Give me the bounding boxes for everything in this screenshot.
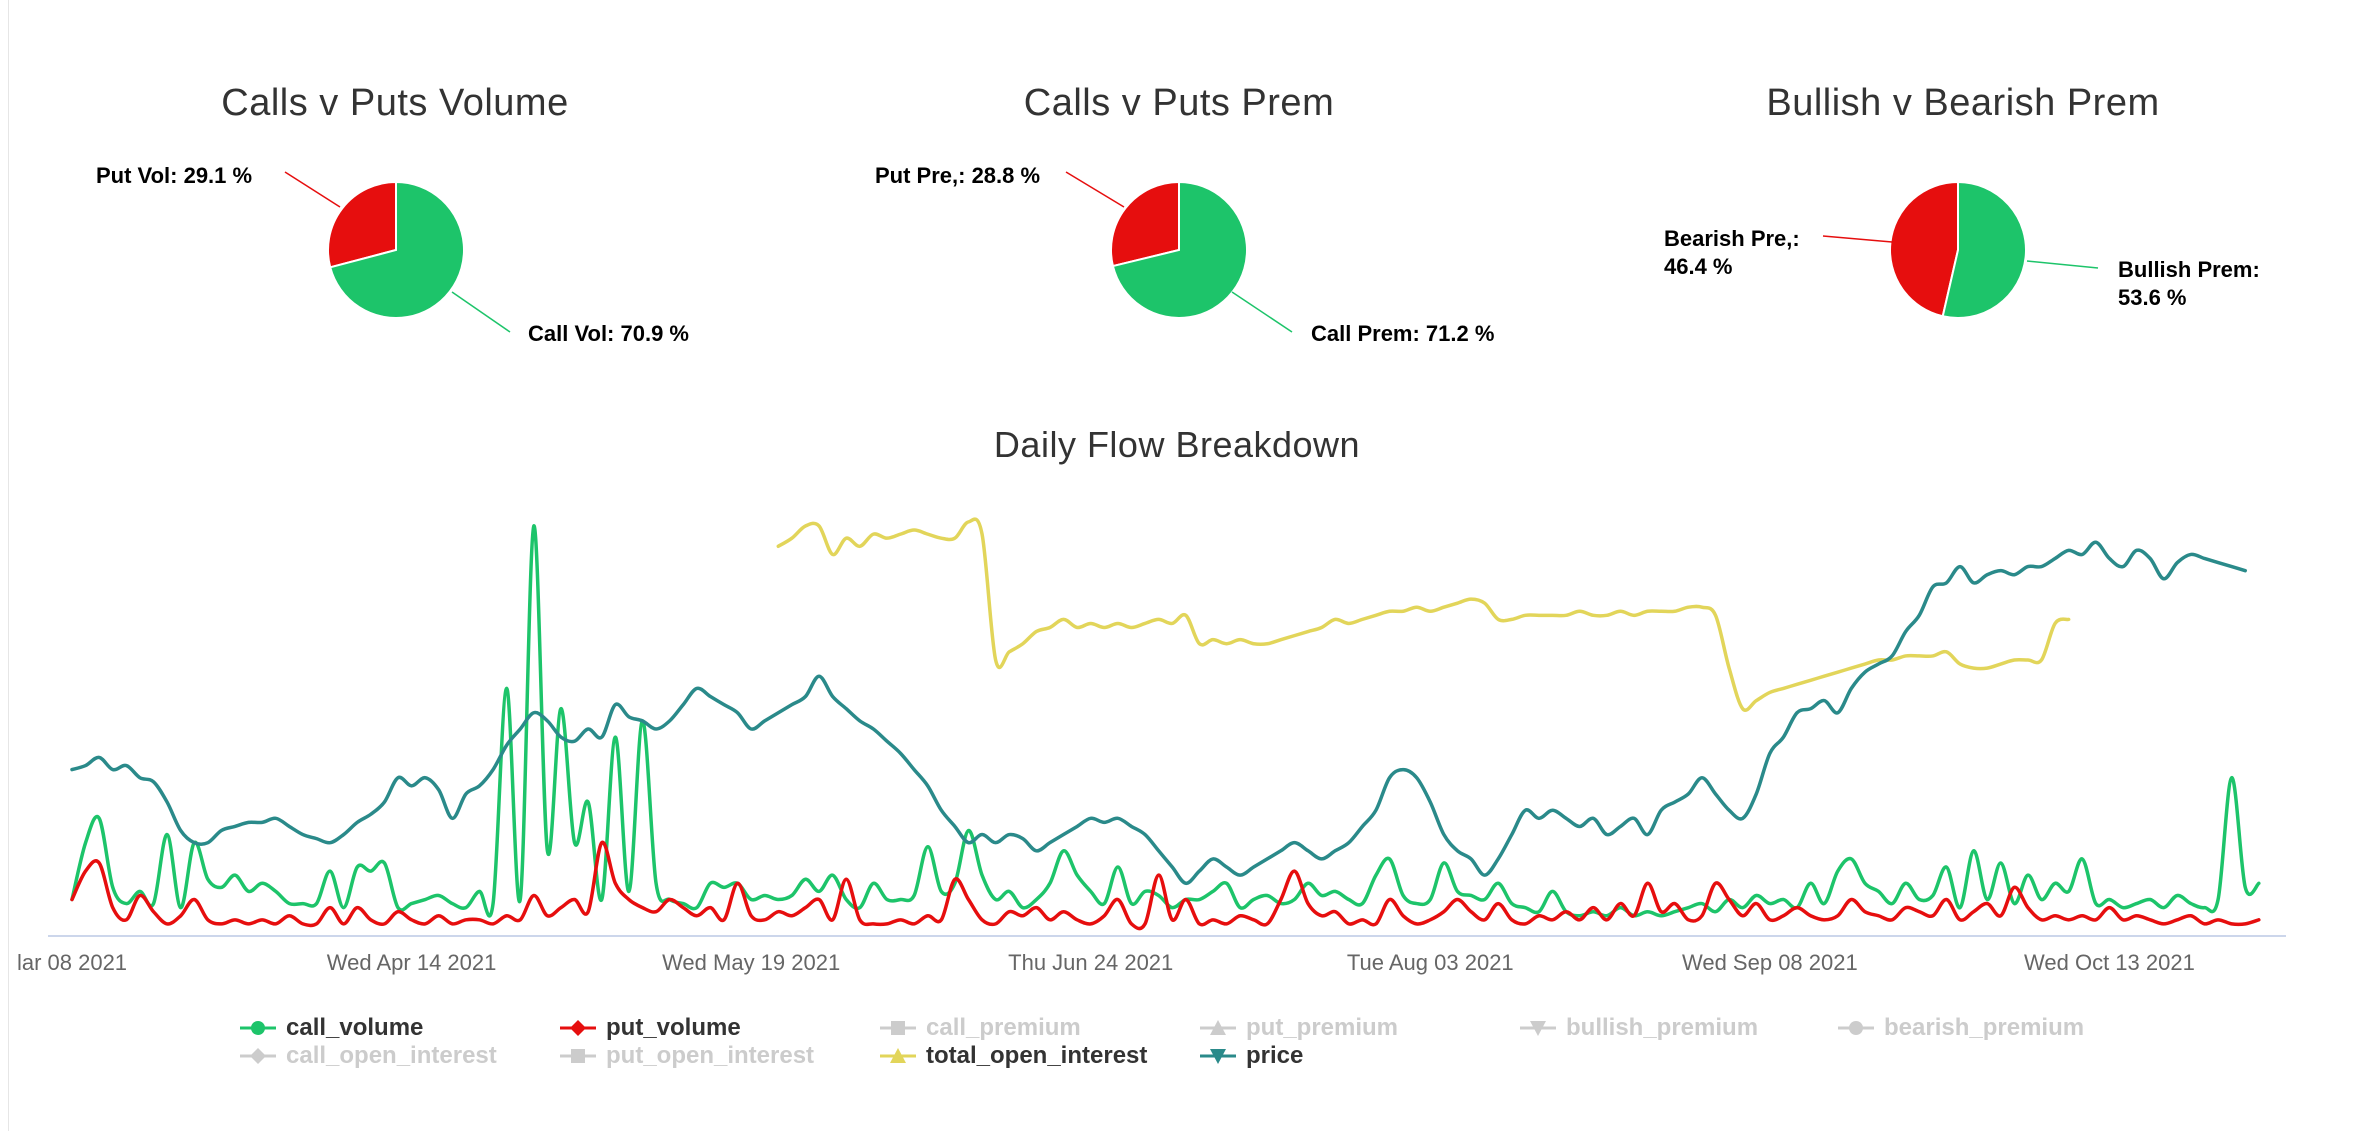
chart-legend: call_volume put_volume call_premium put_pre… (0, 1014, 2354, 1074)
pie-title: Bullish v Bearish Prem (1766, 82, 2160, 124)
pie-label-put: Put Vol: 29.1 % (96, 163, 253, 188)
chart-left-border (0, 0, 9, 1131)
pie-connector-line (2026, 260, 2099, 269)
series-line-put-volume[interactable] (70, 840, 2261, 931)
pie-svg (284, 171, 511, 333)
x-tick-label: Thu Jun 24 2021 (1008, 950, 1173, 975)
bullish-bearish-premium-pie: Bullish v Bearish Prem Bearish Pre,: 46.… (1568, 0, 2354, 380)
triangle-down-marker-icon (1200, 1049, 1236, 1064)
legend-item-price[interactable]: price (1200, 1042, 1303, 1070)
pie-slice-bullish-prem[interactable] (1941, 180, 2027, 319)
pie-connector-line (1065, 171, 1125, 208)
legend-label: total_open_interest (926, 1042, 1148, 1069)
x-tick-label: lar 08 2021 (17, 950, 127, 975)
series-line-total-open-interest[interactable] (776, 517, 2071, 712)
pie-label-bearish: Bearish Pre,: 46.4 % (1664, 226, 1800, 279)
legend-label: call_volume (286, 1014, 424, 1041)
pie-title: Calls v Puts Volume (221, 82, 569, 124)
legend-label: bearish_premium (1884, 1014, 2085, 1041)
pie-connector-line (1231, 291, 1293, 333)
diamond-marker-icon (560, 1020, 596, 1036)
pie-label-bullish: Bullish Prem: 53.6 % (2118, 257, 2260, 310)
triangle-marker-icon (880, 1048, 916, 1063)
x-tick-label: Wed May 19 2021 (662, 950, 840, 975)
legend-label: put_volume (606, 1014, 741, 1041)
legend-label: put_premium (1246, 1014, 1399, 1041)
diamond-marker-icon (240, 1048, 276, 1064)
circle-marker-icon (1838, 1021, 1874, 1035)
pie-connector-line (284, 171, 341, 208)
pie-label-call: Call Prem: 71.2 % (1311, 321, 1495, 346)
legend-label: bullish_premium (1566, 1014, 1759, 1041)
legend-item-put-open-interest[interactable]: put_open_interest (560, 1042, 814, 1070)
triangle-marker-icon (1200, 1020, 1236, 1035)
pie-title: Calls v Puts Prem (1023, 82, 1335, 124)
legend-item-call-premium[interactable]: call_premium (880, 1014, 1081, 1042)
triangle-down-marker-icon (1520, 1021, 1556, 1036)
legend-item-put-volume[interactable]: put_volume (560, 1014, 741, 1042)
flow-line-chart: lar 08 2021 Wed Apr 14 2021 Wed May 19 202… (17, 517, 2286, 975)
square-marker-icon (880, 1021, 916, 1035)
x-tick-label: Wed Sep 08 2021 (1682, 950, 1858, 975)
square-marker-icon (560, 1049, 596, 1063)
pie-slice-put-pre-[interactable] (1110, 180, 1180, 268)
legend-label: call_premium (926, 1014, 1081, 1041)
pie-slice-put-vol[interactable] (327, 180, 397, 269)
legend-item-call-open-interest[interactable]: call_open_interest (240, 1042, 497, 1070)
legend-label: call_open_interest (286, 1042, 497, 1069)
pie-connector-line (1822, 235, 1893, 243)
calls-puts-volume-pie: Calls v Puts Volume Put Vol: 29.1 % Call… (0, 0, 790, 380)
legend-item-total-open-interest[interactable]: total_open_interest (880, 1042, 1147, 1070)
x-tick-label: Wed Oct 13 2021 (2024, 950, 2195, 975)
legend-item-call-volume[interactable]: call_volume (240, 1014, 423, 1042)
calls-puts-premium-pie: Calls v Puts Prem Put Pre,: 28.8 % Call … (784, 0, 1574, 380)
pie-svg (1065, 171, 1293, 333)
pie-svg (1822, 180, 2099, 319)
legend-label: price (1246, 1042, 1304, 1069)
pie-label-put: Put Pre,: 28.8 % (875, 163, 1041, 188)
series-line-price[interactable] (70, 540, 2247, 886)
legend-item-bearish-premium[interactable]: bearish_premium (1838, 1014, 2084, 1042)
legend-label: put_open_interest (606, 1042, 815, 1069)
x-tick-label: Tue Aug 03 2021 (1347, 950, 1514, 975)
circle-marker-icon (240, 1021, 276, 1035)
pie-connector-line (451, 291, 511, 333)
pie-label-call: Call Vol: 70.9 % (528, 321, 689, 346)
legend-item-bullish-premium[interactable]: bullish_premium (1520, 1014, 1758, 1042)
series-line-call-volume[interactable] (70, 524, 2261, 918)
legend-item-put-premium[interactable]: put_premium (1200, 1014, 1398, 1042)
pie-slice-call-vol[interactable] (329, 180, 465, 319)
x-tick-label: Wed Apr 14 2021 (327, 950, 497, 975)
flow-chart-title: Daily Flow Breakdown (993, 424, 1361, 465)
